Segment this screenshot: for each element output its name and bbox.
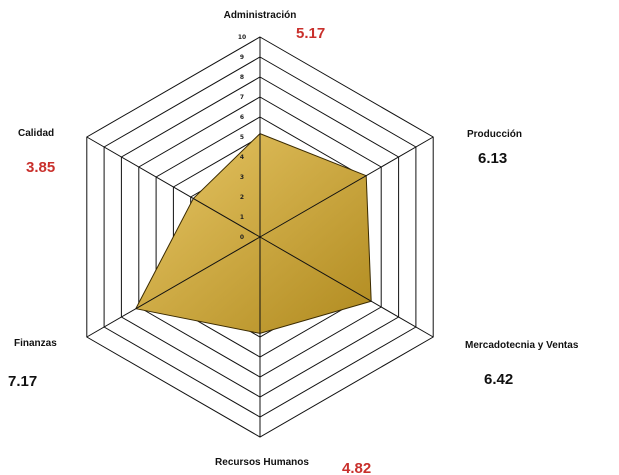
axis-label: Finanzas (14, 338, 57, 349)
axis-label: Producción (467, 129, 522, 140)
tick-label: 6 (240, 114, 244, 121)
tick-label: 3 (240, 174, 244, 181)
score-label: 7.17 (8, 373, 37, 390)
tick-label: 8 (240, 74, 244, 81)
axis-label: Mercadotecnia y Ventas (465, 340, 579, 351)
tick-label: 10 (238, 34, 246, 41)
axis-label: Recursos Humanos (215, 457, 309, 468)
score-label: 5.17 (296, 25, 325, 42)
axis-spoke (259, 136, 434, 238)
score-label: 6.42 (484, 371, 513, 388)
axis-spoke (86, 236, 261, 338)
radar-labels: Administración 5.17 Producción 6.13 Mercadot… (8, 10, 579, 475)
axis-label: Calidad (18, 128, 54, 139)
axis-spoke (86, 136, 261, 238)
radar-data (86, 37, 434, 437)
score-label: 6.13 (478, 150, 507, 167)
tick-label: 2 (240, 194, 244, 201)
tick-label: 4 (240, 154, 244, 161)
score-label: 4.82 (342, 460, 371, 475)
tick-label: 1 (240, 214, 244, 221)
tick-label: 0 (240, 234, 244, 241)
radar-ticks: 0 1 2 3 4 5 6 7 8 9 10 (238, 34, 246, 241)
tick-label: 5 (240, 134, 244, 141)
score-label: 3.85 (26, 159, 55, 176)
tick-label: 9 (240, 54, 244, 61)
tick-label: 7 (240, 94, 244, 101)
axis-spoke (259, 236, 434, 338)
axis-label: Administración (224, 10, 297, 21)
